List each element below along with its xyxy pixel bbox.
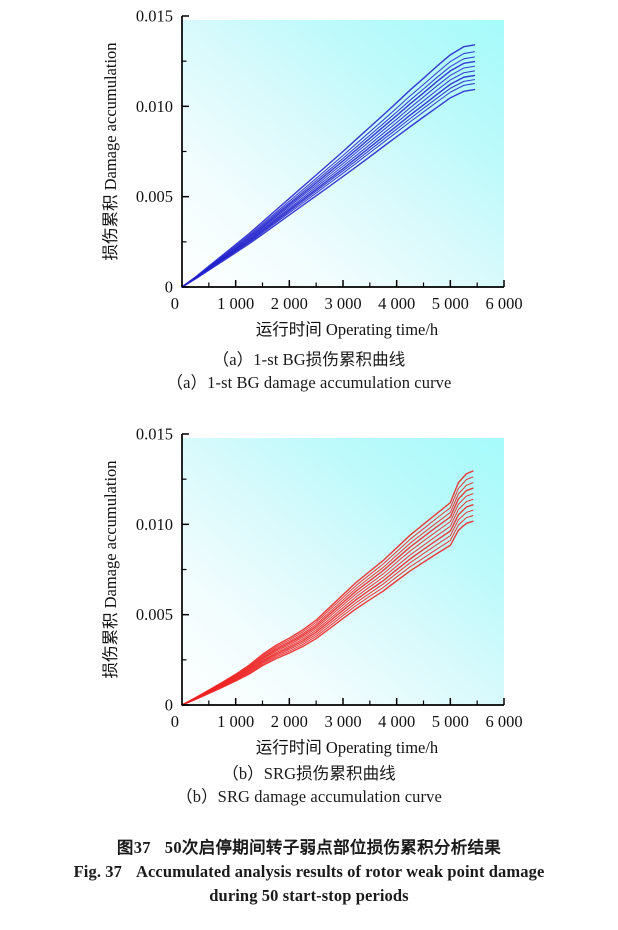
x-tick-label: 4 000 — [378, 712, 415, 731]
figure-panel-b: 0 0.005 0.010 0.015 0 1 000 2 000 3 000 4 000 5 0… — [0, 418, 618, 818]
y-ticks-group: 0 0.005 0.010 0.015 — [136, 425, 189, 715]
subcaption-b: （b）SRG损伤累积曲线 （b）SRG damage accumulation … — [0, 762, 618, 809]
plot-a-svg: 0 0.005 0.010 0.015 0 1 000 2 000 3 000 4 000 5 0… — [101, 7, 523, 340]
subcaption-b-zh: （b）SRG损伤累积曲线 — [222, 764, 396, 783]
plot-a-container: 0 0.005 0.010 0.015 0 1 000 2 000 3 000 4 000 5 0… — [0, 0, 618, 340]
x-ticks-group: 0 1 000 2 000 3 000 4 000 5 000 6 000 — [171, 698, 523, 731]
y-tick-label: 0.015 — [136, 7, 173, 26]
subcaption-b-en: （b）SRG damage accumulation curve — [176, 787, 442, 807]
figure-title-en-1: Accumulated analysis results of rotor we… — [135, 861, 545, 881]
y-ticks-group: 0 0.005 0.010 0.015 — [136, 7, 189, 297]
x-tick-label: 6 000 — [485, 712, 522, 731]
y-tick-label: 0.010 — [136, 97, 173, 116]
data-line — [181, 51, 476, 288]
x-tick-label: 3 000 — [324, 712, 361, 731]
data-line — [181, 60, 476, 288]
x-axis-label: 运行时间 Operating time/h — [256, 320, 439, 339]
y-tick-label: 0 — [165, 278, 173, 297]
y-tick-label: 0.005 — [136, 187, 173, 206]
x-tick-label: 2 000 — [271, 712, 308, 731]
data-line — [181, 476, 474, 706]
data-line — [181, 79, 476, 288]
figure-number-en: Fig. 37 — [73, 861, 122, 881]
data-line — [181, 515, 474, 706]
x-tick-label: 1 000 — [217, 712, 254, 731]
data-line — [181, 509, 474, 706]
data-line — [181, 74, 476, 288]
x-axis-label: 运行时间 Operating time/h — [256, 738, 439, 757]
plot-background — [182, 20, 504, 287]
data-line — [181, 44, 476, 288]
x-tick-label: 5 000 — [432, 294, 469, 313]
plot-b-container: 0 0.005 0.010 0.015 0 1 000 2 000 3 000 4 000 5 0… — [0, 418, 618, 758]
data-line — [181, 470, 474, 706]
x-tick-label: 5 000 — [432, 712, 469, 731]
data-line — [181, 493, 474, 706]
subcaption-a-zh: （a）1-st BG损伤累积曲线 — [212, 350, 406, 369]
figure-panel-a: 0 0.005 0.010 0.015 0 1 000 2 000 3 000 4 000 5 0… — [0, 0, 618, 420]
x-tick-label: 4 000 — [378, 294, 415, 313]
figure-number-zh: 图37 — [116, 838, 151, 857]
data-line — [181, 487, 474, 706]
data-line — [181, 65, 476, 288]
data-series-group — [181, 44, 476, 288]
data-series-group — [181, 470, 474, 706]
y-tick-label: 0 — [165, 696, 173, 715]
figure-caption: 图37 50次启停期间转子弱点部位损伤累积分析结果 Fig. 37 Accumula… — [0, 836, 618, 908]
y-tick-label: 0.005 — [136, 605, 173, 624]
figure-caption-en-line1: Fig. 37 Accumulated analysis results of r… — [0, 860, 618, 884]
plot-background — [182, 438, 504, 705]
plot-b-svg: 0 0.005 0.010 0.015 0 1 000 2 000 3 000 4 000 5 0… — [101, 425, 523, 758]
x-tick-label: 6 000 — [485, 294, 522, 313]
figure-caption-zh: 图37 50次启停期间转子弱点部位损伤累积分析结果 — [0, 836, 618, 860]
x-tick-label: 0 — [171, 712, 179, 731]
x-tick-label: 1 000 — [217, 294, 254, 313]
data-line — [181, 83, 476, 288]
x-ticks-group: 0 1 000 2 000 3 000 4 000 5 000 6 000 — [171, 280, 523, 313]
x-tick-label: 0 — [171, 294, 179, 313]
x-tick-label: 3 000 — [324, 294, 361, 313]
subcaption-a: （a）1-st BG损伤累积曲线 （a）1-st BG damage accum… — [0, 348, 618, 395]
data-line — [181, 88, 476, 288]
data-line — [181, 520, 474, 706]
figure-caption-en-line2: during 50 start-stop periods — [209, 885, 409, 905]
subcaption-a-en: （a）1-st BG damage accumulation curve — [166, 373, 452, 393]
y-tick-label: 0.015 — [136, 425, 173, 444]
figure-title-zh: 50次启停期间转子弱点部位损伤累积分析结果 — [164, 838, 502, 857]
y-axis-label: 损伤累积 Damage accumulation — [101, 460, 120, 678]
y-axis-label: 损伤累积 Damage accumulation — [101, 42, 120, 260]
data-line — [181, 504, 474, 706]
y-tick-label: 0.010 — [136, 515, 173, 534]
x-tick-label: 2 000 — [271, 294, 308, 313]
